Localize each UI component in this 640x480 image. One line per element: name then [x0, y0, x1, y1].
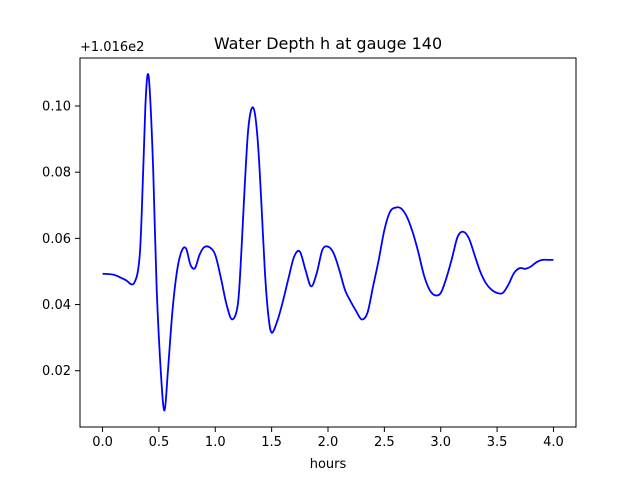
y-tick-label: 0.02	[42, 364, 71, 379]
y-tick-label: 0.04	[42, 298, 71, 313]
x-tick-label: 2.0	[318, 435, 339, 450]
x-tick-label: 1.0	[205, 435, 226, 450]
y-tick-label: 0.06	[42, 232, 71, 247]
y-tick-label: 0.08	[42, 166, 71, 181]
series-line-0	[102, 73, 554, 412]
x-tick-label: 1.5	[261, 435, 282, 450]
chart-title: Water Depth h at gauge 140	[214, 34, 442, 53]
x-tick-label: 3.0	[430, 435, 451, 450]
y-axis-ticks: 0.02 0.04 0.06 0.08 0.10	[42, 99, 80, 379]
y-tick-label: 0.10	[42, 99, 71, 114]
x-tick-label: 2.5	[374, 435, 395, 450]
series-layer	[102, 73, 554, 412]
x-axis-ticks: 0.0 0.5 1.0 1.5 2.0 2.5 3.0 3.5 4.0	[92, 427, 564, 450]
y-axis-offset-label: +1.016e2	[80, 40, 144, 55]
x-axis-label: hours	[310, 457, 347, 472]
x-tick-label: 3.5	[487, 435, 508, 450]
plot-area	[80, 58, 576, 427]
plot-background	[80, 58, 576, 427]
x-tick-label: 0.5	[149, 435, 170, 450]
x-tick-label: 4.0	[543, 435, 564, 450]
x-tick-label: 0.0	[92, 435, 113, 450]
